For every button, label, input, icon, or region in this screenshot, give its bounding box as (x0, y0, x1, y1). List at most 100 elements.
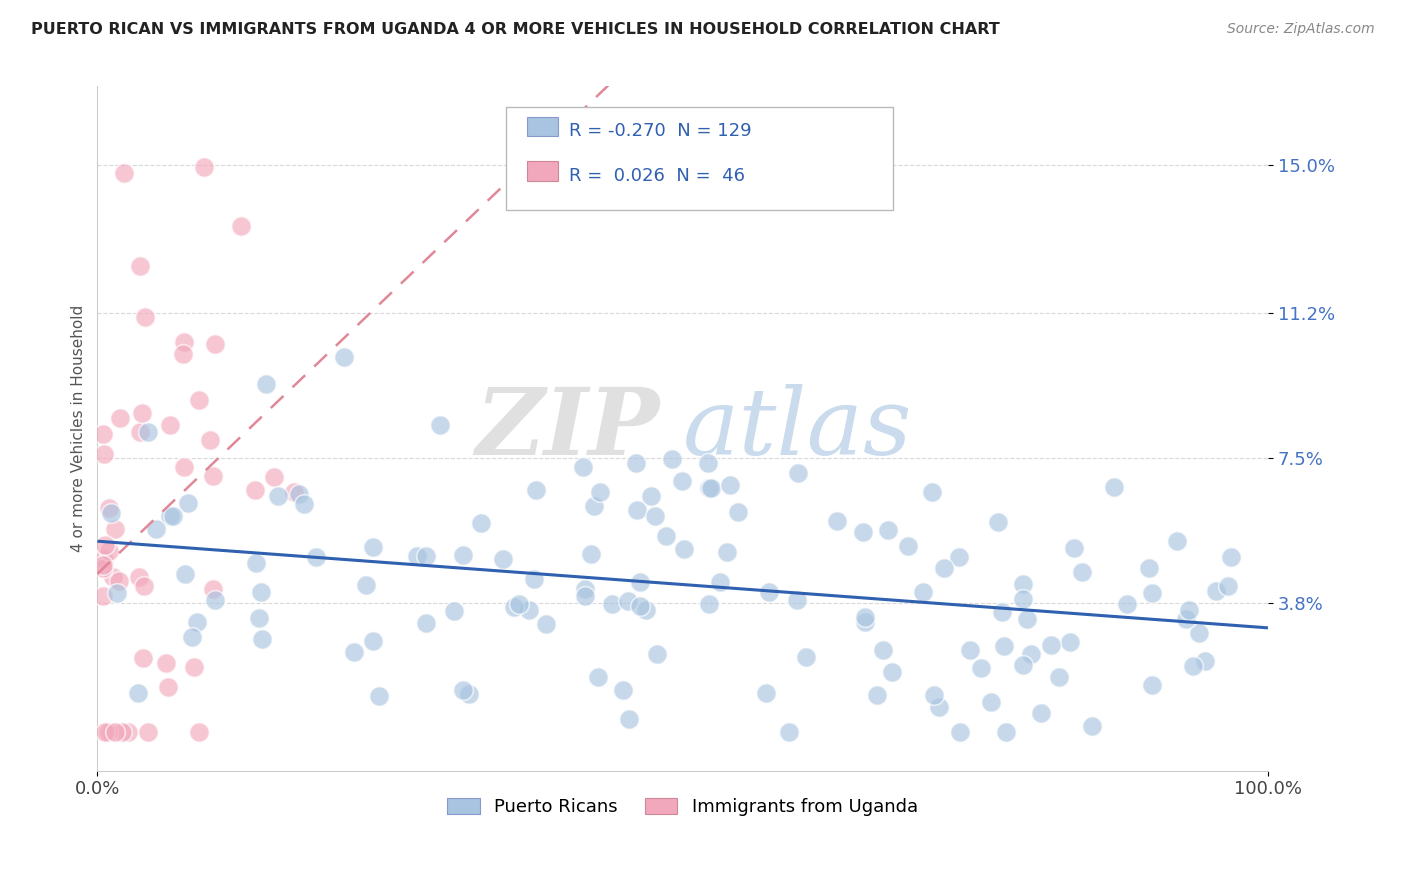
Point (865, 688, 887, 702)
Point (852, 525, 875, 540)
Point (111, 724, 134, 739)
Point (263, 469, 285, 483)
Point (959, 643, 981, 657)
Point (98, 544, 121, 558)
Point (343, 645, 366, 659)
Point (755, 686, 778, 700)
Point (524, 483, 547, 498)
Point (574, 589, 596, 603)
Point (872, 643, 894, 657)
Point (91, 558, 114, 572)
Point (921, 484, 943, 499)
Point (699, 481, 721, 495)
Point (697, 481, 720, 495)
Point (91, 561, 114, 575)
Point (617, 712, 640, 726)
Point (655, 529, 678, 543)
Point (201, 469, 224, 483)
Point (991, 605, 1014, 619)
Point (645, 647, 668, 661)
Point (716, 544, 738, 558)
Point (1081, 719, 1104, 733)
Point (1216, 578, 1239, 592)
Point (1063, 541, 1085, 556)
Point (183, 660, 205, 674)
Point (612, 683, 634, 698)
Point (794, 650, 817, 665)
Point (934, 561, 956, 575)
Text: R = -0.270  N = 129: R = -0.270 N = 129 (569, 122, 752, 140)
Point (363, 633, 385, 648)
Point (159, 418, 181, 433)
Point (661, 451, 683, 466)
Point (117, 724, 139, 739)
Point (93, 552, 115, 566)
Point (492, 551, 515, 566)
Point (727, 505, 749, 519)
Point (582, 499, 605, 513)
Point (1182, 659, 1205, 673)
Point (911, 585, 934, 599)
Point (267, 489, 290, 503)
Point (987, 515, 1010, 529)
Point (600, 597, 623, 611)
Point (112, 166, 135, 180)
Point (948, 549, 970, 564)
Point (443, 604, 465, 618)
Point (367, 689, 389, 703)
Point (94, 538, 117, 552)
Point (1012, 658, 1035, 673)
Point (250, 632, 273, 647)
Point (616, 593, 638, 607)
Text: PUERTO RICAN VS IMMIGRANTS FROM UGANDA 4 OR MORE VEHICLES IN HOUSEHOLD CORRELATI: PUERTO RICAN VS IMMIGRANTS FROM UGANDA 4… (31, 22, 1000, 37)
Point (671, 474, 693, 488)
Point (1102, 480, 1125, 494)
Point (458, 687, 481, 701)
Point (91, 589, 114, 603)
Point (853, 610, 876, 624)
Point (97, 724, 120, 739)
Point (131, 407, 153, 421)
Point (187, 392, 209, 407)
Point (787, 467, 810, 481)
Point (173, 567, 195, 582)
Point (451, 548, 474, 562)
Point (136, 425, 159, 439)
Point (579, 547, 602, 561)
Point (354, 578, 377, 592)
Point (97, 500, 120, 515)
Point (245, 483, 267, 498)
Point (1047, 670, 1070, 684)
Point (825, 514, 848, 528)
Point (159, 509, 181, 524)
Point (853, 615, 876, 629)
Point (129, 425, 152, 439)
Point (786, 592, 808, 607)
Point (1137, 561, 1160, 575)
Point (995, 724, 1018, 739)
Point (470, 516, 492, 531)
Point (132, 579, 155, 593)
Point (108, 411, 131, 425)
Point (709, 574, 731, 589)
Point (634, 603, 657, 617)
Point (1194, 654, 1216, 668)
Point (970, 661, 993, 675)
Point (250, 585, 273, 599)
Point (129, 260, 152, 274)
Point (589, 485, 612, 500)
Point (1178, 603, 1201, 617)
Point (588, 670, 610, 684)
Point (572, 459, 595, 474)
Point (1017, 612, 1039, 626)
Point (453, 682, 475, 697)
Point (91, 426, 114, 441)
Point (503, 600, 526, 615)
Point (922, 688, 945, 702)
Point (172, 347, 194, 361)
Point (1175, 612, 1198, 626)
Point (415, 549, 437, 563)
Point (156, 680, 179, 694)
Point (128, 569, 150, 583)
Point (628, 599, 651, 614)
